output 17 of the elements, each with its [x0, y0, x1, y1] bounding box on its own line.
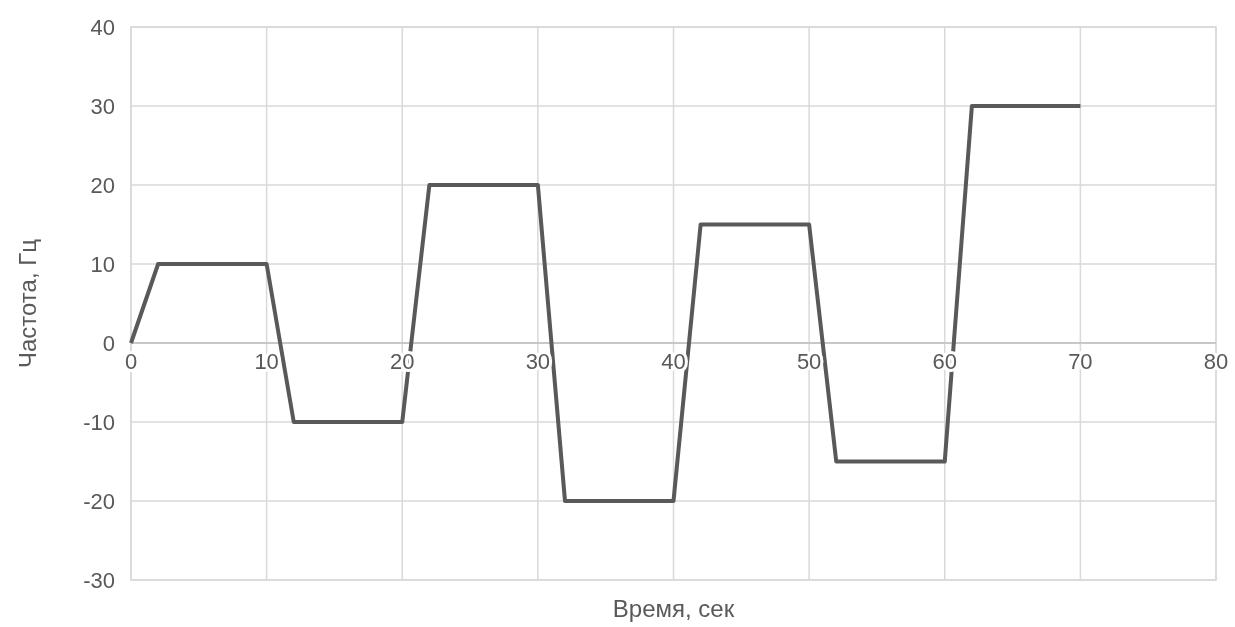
- x-axis-title: Время, сек: [612, 595, 735, 622]
- x-tick-label: 10: [254, 349, 279, 374]
- y-tick-label: 40: [90, 14, 115, 40]
- y-tick-label: -10: [83, 409, 115, 435]
- x-tick-label: 40: [661, 349, 686, 374]
- y-tick-label: 20: [90, 172, 115, 198]
- x-tick-label: 0: [124, 349, 138, 374]
- x-tick-label: 30: [525, 349, 551, 374]
- y-tick-label: 0: [102, 330, 115, 356]
- x-tick-label: 70: [1068, 349, 1093, 374]
- y-tick-label: 30: [90, 93, 115, 119]
- y-axis-title: Частота, Гц: [14, 238, 41, 369]
- x-tick-label: 50: [796, 349, 822, 374]
- y-tick-label: -30: [83, 567, 115, 593]
- y-tick-label: -20: [83, 488, 115, 514]
- x-tick-label: 80: [1203, 349, 1229, 374]
- y-tick-label: 10: [90, 251, 115, 277]
